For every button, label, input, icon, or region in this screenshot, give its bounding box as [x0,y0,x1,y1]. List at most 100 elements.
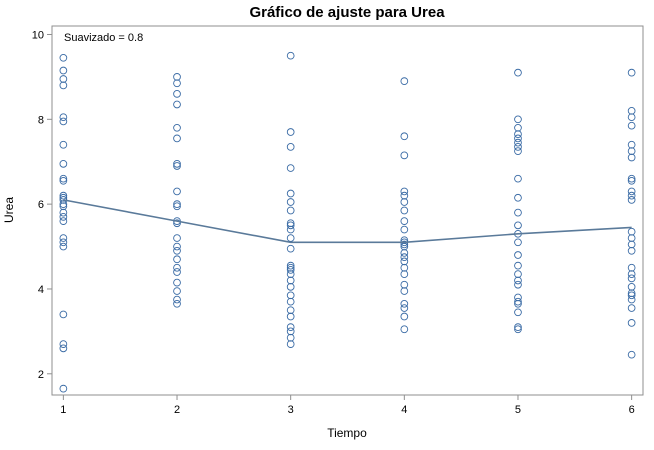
y-tick-label: 8 [38,114,44,126]
data-point [514,270,522,278]
data-point [173,200,181,208]
data-point [400,187,409,196]
data-point [59,117,68,126]
data-point [400,249,409,257]
data-point [400,225,409,234]
data-point [514,299,522,308]
data-point [286,221,295,230]
data-marks [59,51,636,393]
data-point [627,176,636,185]
x-tick-label: 5 [515,404,521,416]
data-point [400,325,409,334]
data-point [627,68,636,77]
data-point [400,299,409,308]
data-point [400,198,409,206]
y-tick-label: 10 [32,29,44,41]
data-point [627,246,636,255]
data-point [59,340,68,348]
data-point [59,213,68,221]
data-point [173,134,181,143]
data-point [627,304,636,312]
data-point [59,344,68,353]
data-point [514,143,522,151]
data-point [59,217,68,225]
data-point [627,121,636,130]
data-point [286,282,295,291]
data-point [514,261,522,270]
data-point [627,282,636,291]
data-point [514,251,522,259]
x-tick-label: 2 [174,404,180,416]
data-point [59,53,68,62]
y-axis-label: Urea [2,197,16,223]
data-point [173,295,181,304]
data-point [514,193,522,202]
data-point [627,187,636,196]
data-point [59,208,68,217]
data-point [59,113,68,122]
data-point [400,77,409,85]
data-point [400,132,409,141]
x-tick-label: 1 [60,404,66,416]
data-point [173,242,181,251]
data-point [627,191,636,200]
chart-title: Gráfico de ajuste para Urea [249,4,445,21]
data-point [59,238,68,247]
data-point [173,123,181,132]
data-point [400,257,409,266]
data-point [286,164,295,172]
x-axis-label: Tiempo [327,426,367,440]
data-point [59,174,68,183]
data-point [627,140,636,149]
data-point [627,113,636,122]
data-point [173,278,181,287]
data-point [514,280,522,289]
data-point [627,147,636,155]
data-point [514,276,522,285]
data-point [59,140,68,149]
data-point [59,234,68,242]
smoothing-annotation: Suavizado = 0.8 [64,32,143,44]
data-point [400,263,409,272]
y-tick-label: 6 [38,199,44,211]
data-point [59,310,68,319]
data-point [400,151,409,160]
data-point [514,68,522,77]
data-point [173,255,181,264]
data-point [627,174,636,183]
data-point [286,312,295,321]
data-point [173,162,181,170]
data-point [173,219,181,228]
data-point [400,270,409,278]
data-point [286,266,295,274]
data-point [286,340,295,348]
data-point [514,147,522,155]
data-point [59,200,68,208]
data-point [627,291,636,300]
data-point [627,153,636,162]
data-point [286,333,295,342]
data-point [286,244,295,253]
x-tick-label: 4 [401,404,407,416]
data-point [400,206,409,215]
data-point [514,323,522,331]
data-point [173,90,181,98]
data-point [400,280,409,289]
data-point [286,128,295,136]
data-point [173,299,181,308]
data-point [514,221,522,230]
data-point [400,191,409,200]
data-point [627,295,636,304]
data-point [173,234,181,242]
data-point [514,238,522,247]
data-point [286,327,295,336]
data-point [173,79,181,88]
data-point [286,198,295,206]
data-point [627,227,636,236]
data-point [627,270,636,278]
data-point [286,306,295,315]
data-point [514,208,522,217]
data-point [59,191,68,200]
data-point [59,159,68,168]
